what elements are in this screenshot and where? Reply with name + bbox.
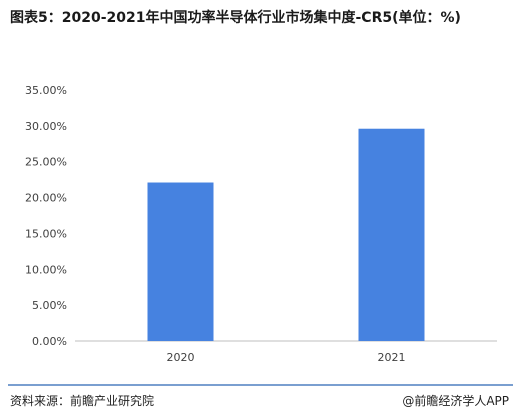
y-tick-label: 20.00% — [25, 192, 67, 205]
footer: 资料来源：前瞻产业研究院 @前瞻经济学人APP — [0, 384, 521, 419]
bar-2020 — [147, 182, 214, 341]
y-tick-label: 15.00% — [25, 227, 67, 240]
y-tick-label: 5.00% — [32, 299, 67, 312]
y-axis: 0.00% 5.00% 10.00% 15.00% 20.00% 25.00% 30.00%… — [25, 84, 67, 348]
x-axis: 2020 2021 — [167, 351, 406, 364]
bar-chart: 0.00% 5.00% 10.00% 15.00% 20.00% 25.00% 30.00%… — [25, 84, 497, 364]
y-tick-label: 35.00% — [25, 84, 67, 97]
footer-divider — [8, 384, 513, 386]
source-note: 资料来源：前瞻产业研究院 — [10, 394, 155, 408]
x-tick-label: 2021 — [378, 351, 406, 364]
y-tick-label: 0.00% — [32, 335, 67, 348]
y-tick-label: 10.00% — [25, 263, 67, 276]
bar-2021 — [358, 128, 425, 341]
y-tick-label: 30.00% — [25, 120, 67, 133]
bar-series — [147, 128, 425, 341]
brand-credit: @前瞻经济学人APP — [402, 394, 509, 408]
chart-title: 图表5：2020-2021年中国功率半导体行业市场集中度-CR5(单位：%) — [10, 10, 461, 26]
x-tick-label: 2020 — [167, 351, 195, 364]
y-tick-label: 25.00% — [25, 156, 67, 169]
